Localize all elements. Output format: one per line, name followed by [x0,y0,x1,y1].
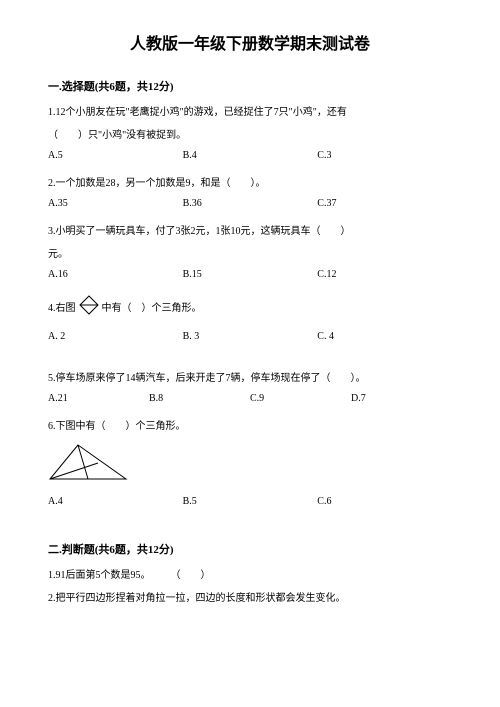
q5-option-d: D.7 [351,393,452,404]
q5-option-a: A.21 [48,393,149,404]
q3-option-c: C.12 [317,269,452,280]
q2-option-b: B.36 [183,198,318,209]
s2-q1-text: 1.91后面第5个数是95。 （ ） [48,567,452,584]
s2-q2-text: 2.把平行四边形捏着对角拉一拉，四边的长度和形状都会发生变化。 [48,590,452,607]
q5-option-c: C.9 [250,393,351,404]
rhombus-figure-icon [78,294,100,319]
q2-option-c: C.37 [317,198,452,209]
section2-header: 二.判断题(共6题，共12分) [48,541,452,557]
q4-text-after: 中有（ ）个三角形。 [102,299,202,314]
q4-option-b: B. 3 [183,331,318,342]
q6-text: 6.下图中有（ ）个三角形。 [48,418,452,435]
q1-option-b: B.4 [183,150,318,161]
q1-options: A.5 B.4 C.3 [48,150,452,161]
q6-option-b: B.5 [183,496,318,507]
q4-option-a: A. 2 [48,331,183,342]
q1-text-line2: （ ）只"小鸡"没有被捉到。 [48,127,452,144]
q2-option-a: A.35 [48,198,183,209]
q2-text: 2.一个加数是28，另一个加数是9，和是（ ）。 [48,175,452,192]
q4-options: A. 2 B. 3 C. 4 [48,331,452,342]
q1-option-a: A.5 [48,150,183,161]
q3-text-line2: 元。 [48,246,452,263]
q4-option-c: C. 4 [317,331,452,342]
question-5: 5.停车场原来停了14辆汽车，后来开走了7辆，停车场现在停了（ ）。 [48,370,452,387]
q6-option-c: C.6 [317,496,452,507]
q3-text-line1: 3.小明买了一辆玩具车，付了3张2元，1张10元，这辆玩具车（ ） [48,223,452,240]
q1-text-line1: 1.12个小朋友在玩"老鹰捉小鸡"的游戏，已经捉住了7只"小鸡"，还有 [48,104,452,121]
question-4: 4.右图 中有（ ）个三角形。 [48,294,452,319]
page-title: 人教版一年级下册数学期末测试卷 [48,30,452,54]
question-1: 1.12个小朋友在玩"老鹰捉小鸡"的游戏，已经捉住了7只"小鸡"，还有 （ ）只… [48,104,452,144]
question-3: 3.小明买了一辆玩具车，付了3张2元，1张10元，这辆玩具车（ ） 元。 [48,223,452,263]
q1-option-c: C.3 [317,150,452,161]
section1-header: 一.选择题(共6题，共12分) [48,78,452,94]
q3-options: A.16 B.15 C.12 [48,269,452,280]
s2-question-2: 2.把平行四边形捏着对角拉一拉，四边的长度和形状都会发生变化。 [48,590,452,607]
q5-option-b: B.8 [149,393,250,404]
q5-text: 5.停车场原来停了14辆汽车，后来开走了7辆，停车场现在停了（ ）。 [48,370,452,387]
q6-option-a: A.4 [48,496,183,507]
q4-text-before: 4.右图 [48,299,76,314]
s2-question-1: 1.91后面第5个数是95。 （ ） [48,567,452,584]
question-6: 6.下图中有（ ）个三角形。 [48,418,452,435]
q5-options: A.21 B.8 C.9 D.7 [48,393,452,404]
q2-options: A.35 B.36 C.37 [48,198,452,209]
question-2: 2.一个加数是28，另一个加数是9，和是（ ）。 [48,175,452,192]
triangle-figure-icon [48,443,452,486]
q6-options: A.4 B.5 C.6 [48,496,452,507]
q3-option-b: B.15 [183,269,318,280]
q3-option-a: A.16 [48,269,183,280]
